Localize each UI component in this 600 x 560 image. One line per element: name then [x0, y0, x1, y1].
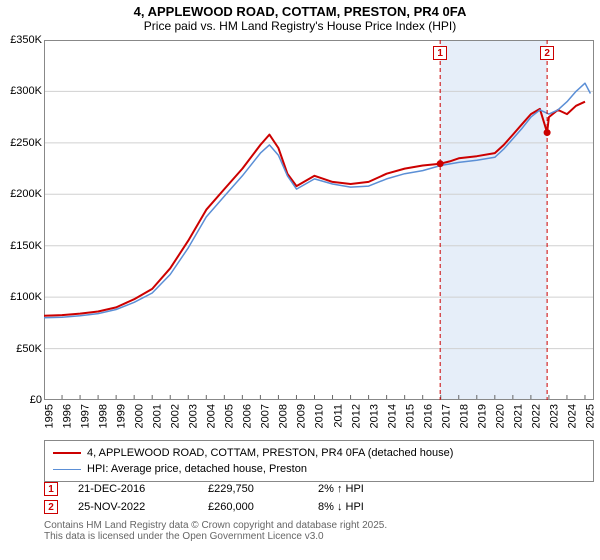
- footer-line2: This data is licensed under the Open Gov…: [44, 531, 594, 542]
- x-tick-label: 2024: [566, 404, 567, 428]
- y-tick-label: £100K: [0, 291, 42, 303]
- y-tick-label: £150K: [0, 240, 42, 252]
- x-tick-label: 2021: [512, 404, 513, 428]
- x-tick-label: 2009: [296, 404, 297, 428]
- legend-swatch: [53, 469, 81, 470]
- x-tick-label: 2012: [350, 404, 351, 428]
- annotation-price: £229,750: [208, 483, 298, 495]
- x-tick-label: 2020: [494, 404, 495, 428]
- chart-container: 4, APPLEWOOD ROAD, COTTAM, PRESTON, PR4 …: [0, 0, 600, 560]
- annotation-date: 21-DEC-2016: [78, 483, 188, 495]
- x-tick-label: 1996: [62, 404, 63, 428]
- x-tick-label: 1998: [98, 404, 99, 428]
- x-tick-label: 2011: [332, 404, 333, 428]
- annotation-delta: 2% ↑ HPI: [318, 483, 364, 495]
- x-tick-label: 2010: [314, 404, 315, 428]
- footer: Contains HM Land Registry data © Crown c…: [44, 520, 594, 542]
- legend-row: 4, APPLEWOOD ROAD, COTTAM, PRESTON, PR4 …: [53, 445, 585, 461]
- annotation-date: 25-NOV-2022: [78, 501, 188, 513]
- x-tick-label: 2005: [224, 404, 225, 428]
- annotation-price: £260,000: [208, 501, 298, 513]
- plot-area: £0£50K£100K£150K£200K£250K£300K£350K1995…: [44, 40, 594, 400]
- x-tick-label: 2000: [134, 404, 135, 428]
- x-tick-label: 1995: [44, 404, 45, 428]
- y-tick-label: £0: [0, 394, 42, 406]
- annotation-badge: 1: [44, 482, 58, 496]
- legend-label: HPI: Average price, detached house, Pres…: [87, 463, 307, 475]
- legend-label: 4, APPLEWOOD ROAD, COTTAM, PRESTON, PR4 …: [87, 447, 453, 459]
- x-tick-label: 2006: [242, 404, 243, 428]
- x-tick-label: 2008: [278, 404, 279, 428]
- marker-badge: 1: [433, 46, 447, 60]
- annotation-row: 2 25-NOV-2022 £260,000 8% ↓ HPI: [44, 498, 594, 516]
- annotation-table: 1 21-DEC-2016 £229,750 2% ↑ HPI 2 25-NOV-2022…: [44, 480, 594, 516]
- legend-row: HPI: Average price, detached house, Pres…: [53, 461, 585, 477]
- annotation-badge: 2: [44, 500, 58, 514]
- x-tick-label: 2019: [476, 404, 477, 428]
- legend: 4, APPLEWOOD ROAD, COTTAM, PRESTON, PR4 …: [44, 440, 594, 482]
- x-tick-label: 1999: [116, 404, 117, 428]
- y-tick-label: £200K: [0, 188, 42, 200]
- legend-swatch: [53, 452, 81, 454]
- x-tick-label: 2015: [404, 404, 405, 428]
- footer-line1: Contains HM Land Registry data © Crown c…: [44, 520, 594, 531]
- annotation-row: 1 21-DEC-2016 £229,750 2% ↑ HPI: [44, 480, 594, 498]
- x-tick-label: 2001: [152, 404, 153, 428]
- x-tick-label: 2013: [368, 404, 369, 428]
- x-tick-label: 2004: [206, 404, 207, 428]
- chart-subtitle: Price paid vs. HM Land Registry's House …: [0, 19, 600, 37]
- x-tick-label: 2007: [260, 404, 261, 428]
- x-tick-label: 2014: [386, 404, 387, 428]
- y-tick-label: £350K: [0, 34, 42, 46]
- x-tick-label: 2016: [422, 404, 423, 428]
- y-tick-label: £50K: [0, 343, 42, 355]
- annotation-delta: 8% ↓ HPI: [318, 501, 364, 513]
- y-tick-label: £250K: [0, 137, 42, 149]
- x-tick-label: 2025: [584, 404, 585, 428]
- x-tick-label: 2018: [458, 404, 459, 428]
- x-tick-label: 2017: [440, 404, 441, 428]
- x-tick-label: 2003: [188, 404, 189, 428]
- x-tick-label: 2023: [548, 404, 549, 428]
- marker-badge: 2: [540, 46, 554, 60]
- y-tick-label: £300K: [0, 85, 42, 97]
- x-tick-label: 2002: [170, 404, 171, 428]
- x-tick-label: 1997: [80, 404, 81, 428]
- x-tick-label: 2022: [530, 404, 531, 428]
- chart-title: 4, APPLEWOOD ROAD, COTTAM, PRESTON, PR4 …: [0, 0, 600, 19]
- plot-svg: [44, 40, 594, 400]
